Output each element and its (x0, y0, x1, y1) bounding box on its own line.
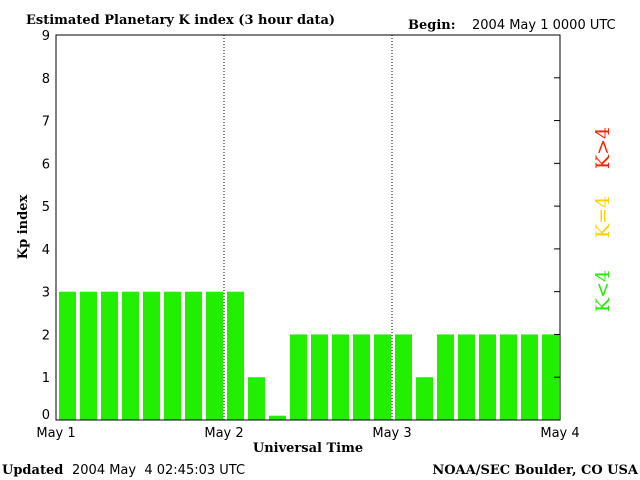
kp-bar-5 (164, 291, 181, 420)
chart-title: Estimated Planetary K index (3 hour data… (26, 13, 335, 28)
begin-label: Begin: (408, 18, 456, 33)
kp-bar-13 (332, 334, 349, 420)
kp-bar-1 (80, 291, 97, 420)
y-tick-label: 0 (42, 408, 50, 423)
bar-series (59, 291, 559, 420)
x-tick-label: May 1 (36, 426, 75, 441)
kp-bar-16 (395, 334, 412, 420)
source-credit: NOAA/SEC Boulder, CO USA (432, 463, 639, 478)
kp-bar-0 (59, 291, 76, 420)
kp-bar-9 (248, 377, 265, 420)
x-tick-label: May 3 (372, 426, 411, 441)
x-tick-label: May 4 (540, 426, 579, 441)
kp-bar-17 (416, 377, 433, 420)
plot-frame (55, 34, 561, 421)
kp-bar-15 (374, 334, 391, 420)
y-axis-ticks: 0 1 2 3 4 5 6 7 8 9 (42, 29, 560, 423)
y-tick-label: 3 (42, 286, 50, 301)
kp-bar-6 (185, 291, 202, 420)
legend-k-equal-4: K=4 (592, 196, 614, 238)
kp-bar-19 (458, 334, 475, 420)
y-tick-label: 4 (42, 243, 50, 258)
kp-bar-11 (290, 334, 307, 420)
y-tick-label: 9 (42, 29, 50, 44)
kp-bar-20 (479, 334, 496, 420)
y-axis-label: Kp index (16, 195, 31, 260)
kp-bar-23 (542, 334, 559, 420)
legend-k-less-4: K<4 (592, 270, 614, 312)
y-tick-label: 2 (42, 328, 50, 343)
kp-bar-10 (269, 415, 286, 420)
updated-label: Updated (2, 463, 63, 478)
begin-value: 2004 May 1 0000 UTC (472, 18, 616, 33)
x-axis-ticks: May 1 May 2 May 3 May 4 (36, 426, 579, 441)
legend-k-greater-4: K>4 (592, 127, 614, 169)
kp-bar-22 (521, 334, 538, 420)
day-separators (223, 35, 393, 420)
x-axis-label: Universal Time (253, 441, 363, 456)
y-tick-label: 7 (42, 115, 50, 130)
kp-bar-7 (206, 291, 223, 420)
y-tick-label: 5 (42, 200, 50, 215)
kp-bar-2 (101, 291, 118, 420)
updated-value: 2004 May 4 02:45:03 UTC (72, 463, 245, 478)
y-tick-label: 8 (42, 72, 50, 87)
kp-bar-18 (437, 334, 454, 420)
kp-bar-3 (122, 291, 139, 420)
kp-bar-4 (143, 291, 160, 420)
y-tick-label: 6 (42, 157, 50, 172)
kp-bar-12 (311, 334, 328, 420)
x-tick-label: May 2 (204, 426, 243, 441)
kp-bar-8 (227, 291, 244, 420)
y-tick-label: 1 (42, 371, 50, 386)
kp-bar-14 (353, 334, 370, 420)
kp-bar-21 (500, 334, 517, 420)
